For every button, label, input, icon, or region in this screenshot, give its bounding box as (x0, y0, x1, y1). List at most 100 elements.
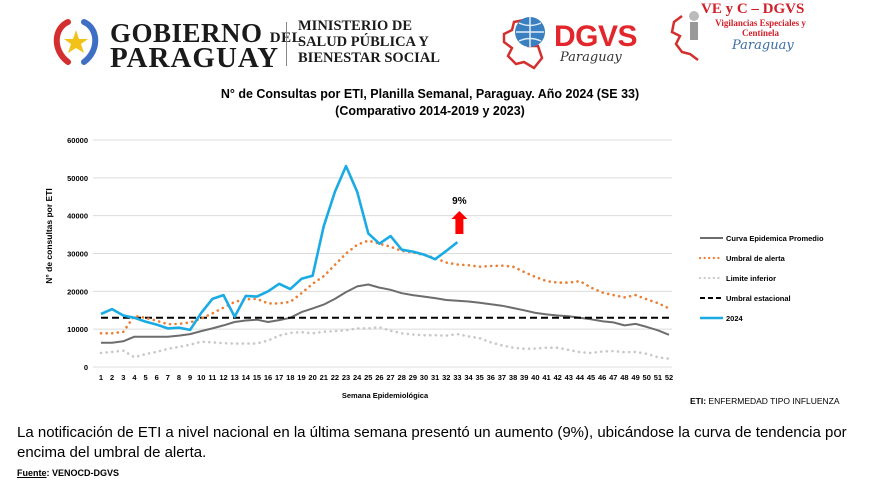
x-tick-label: 34 (464, 373, 473, 382)
source-note: Fuente: VENOCD-DGVS (17, 468, 119, 478)
paraguay-text: PARAGUAY (110, 42, 280, 74)
y-tick-label: 60000 (67, 136, 88, 145)
vec-subtitle: Vigilancias Especiales y Centinela (715, 18, 806, 38)
x-axis-label: Semana Epidemiológica (342, 391, 429, 400)
x-tick-label: 3 (121, 373, 125, 382)
vec-dgvs-logo: VE y C – DGVS Vigilancias Especiales y C… (668, 0, 818, 62)
source-value: : VENOCD-DGVS (46, 468, 120, 478)
x-tick-label: 49 (631, 373, 639, 382)
gobierno-paraguay-logo: GOBIERNO DEL PARAGUAY MINISTERIO DE SALU… (48, 14, 453, 74)
legend-label: 2024 (726, 314, 744, 323)
x-tick-label: 26 (375, 373, 383, 382)
y-tick-label: 10000 (67, 325, 88, 334)
x-tick-label: 40 (531, 373, 539, 382)
x-tick-label: 21 (320, 373, 328, 382)
x-tick-label: 52 (665, 373, 673, 382)
x-tick-label: 22 (331, 373, 339, 382)
ministry-name: MINISTERIO DE SALUD PÚBLICA Y BIENESTAR … (298, 18, 440, 66)
legend: Curva Epidemica Promedio Umbral de alerta… (698, 234, 824, 323)
x-tick-label: 9 (188, 373, 192, 382)
gobierno-del-text: GOBIERNO DEL (110, 18, 302, 48)
x-tick-label: 10 (197, 373, 205, 382)
y-tick-labels: 0 10000 20000 30000 40000 50000 60000 (67, 136, 88, 372)
eti-definition-note: ETI: ENFERMEDAD TIPO INFLUENZA (690, 396, 840, 406)
x-tick-label: 41 (542, 373, 550, 382)
x-tick-label: 29 (409, 373, 417, 382)
x-tick-label: 8 (177, 373, 181, 382)
source-label: Fuente (17, 468, 47, 478)
y-tick-label: 40000 (67, 212, 88, 221)
x-tick-label: 45 (587, 373, 595, 382)
x-tick-label: 48 (620, 373, 628, 382)
dgvs-logo-subtitle: Paraguay (560, 50, 622, 65)
series-line-umbral-de-alerta (99, 239, 671, 335)
dgvs-logo-text: DGVS (554, 20, 638, 53)
annotation: 9% (451, 196, 468, 234)
red-up-arrow-icon (451, 211, 468, 234)
x-tick-label: 35 (475, 373, 483, 382)
y-axis-label: N° de consultas por ETI (44, 188, 54, 284)
legend-label: Curva Epidemica Promedio (726, 234, 824, 243)
x-tick-label: 43 (565, 373, 573, 382)
chart-description: La notificación de ETI a nivel nacional … (17, 424, 847, 461)
x-tick-label: 5 (143, 373, 147, 382)
globe-map-icon (502, 17, 545, 70)
series-lines (99, 164, 671, 360)
x-tick-label: 11 (208, 373, 216, 382)
x-tick-label: 31 (431, 373, 439, 382)
x-tick-label: 20 (308, 373, 316, 382)
x-tick-label: 13 (230, 373, 238, 382)
legend-label: Limite inferior (726, 274, 776, 283)
y-tick-label: 50000 (67, 174, 88, 183)
x-tick-label: 51 (654, 373, 662, 382)
x-tick-label: 25 (364, 373, 372, 382)
x-tick-label: 19 (297, 373, 305, 382)
x-tick-label: 15 (253, 373, 261, 382)
x-tick-label: 30 (420, 373, 428, 382)
vec-title: VE y C – DGVS (701, 1, 805, 17)
x-tick-label: 32 (442, 373, 450, 382)
chart-title-block: N° de Consultas por ETI, Planilla Semana… (150, 86, 710, 120)
series-line-curva-epidemica-promedio (101, 283, 670, 344)
x-tick-label: 44 (576, 373, 585, 382)
x-tick-label: 38 (509, 373, 517, 382)
x-tick-label: 1 (99, 373, 103, 382)
legend-label: Umbral de alerta (726, 254, 786, 263)
x-tick-label: 46 (598, 373, 606, 382)
series-line-2024 (100, 164, 459, 332)
x-tick-label: 14 (242, 373, 251, 382)
x-tick-label: 47 (609, 373, 617, 382)
x-tick-label: 42 (553, 373, 561, 382)
x-tick-label: 2 (110, 373, 114, 382)
x-tick-label: 27 (386, 373, 394, 382)
x-tick-label: 37 (498, 373, 506, 382)
y-tick-label: 0 (84, 363, 88, 372)
x-tick-label: 39 (520, 373, 528, 382)
x-tick-label: 16 (264, 373, 272, 382)
x-tick-label: 33 (453, 373, 461, 382)
y-tick-label: 20000 (67, 287, 88, 296)
chart-subtitle: (Comparativo 2014-2019 y 2023) (335, 104, 525, 118)
legend-label: Umbral estacional (726, 294, 791, 303)
chart-title: N° de Consultas por ETI, Planilla Semana… (220, 87, 640, 101)
logo-divider (286, 22, 287, 66)
x-tick-label: 28 (398, 373, 406, 382)
x-tick-labels: 1 2 3 4 5 6 7 8 9 10 11 12 13 14 15 16 17 18 19 20 21 22 23 24 2… (99, 373, 673, 382)
x-tick-label: 23 (342, 373, 350, 382)
y-tick-label: 30000 (67, 250, 88, 259)
x-tick-label: 18 (286, 373, 294, 382)
x-tick-label: 50 (643, 373, 651, 382)
x-tick-label: 36 (487, 373, 495, 382)
series-line-limite-inferior (99, 325, 671, 360)
x-tick-label: 12 (219, 373, 227, 382)
x-tick-label: 17 (275, 373, 283, 382)
paraguay-map-icon (670, 11, 699, 61)
vec-paraguay: Paraguay (732, 38, 794, 53)
x-tick-label: 24 (353, 373, 362, 382)
x-tick-label: 4 (132, 373, 137, 382)
x-tick-label: 6 (155, 373, 159, 382)
x-tick-label: 7 (166, 373, 170, 382)
coat-of-arms-icon (53, 19, 99, 65)
dgvs-logo: DGVS Paraguay (498, 12, 648, 72)
